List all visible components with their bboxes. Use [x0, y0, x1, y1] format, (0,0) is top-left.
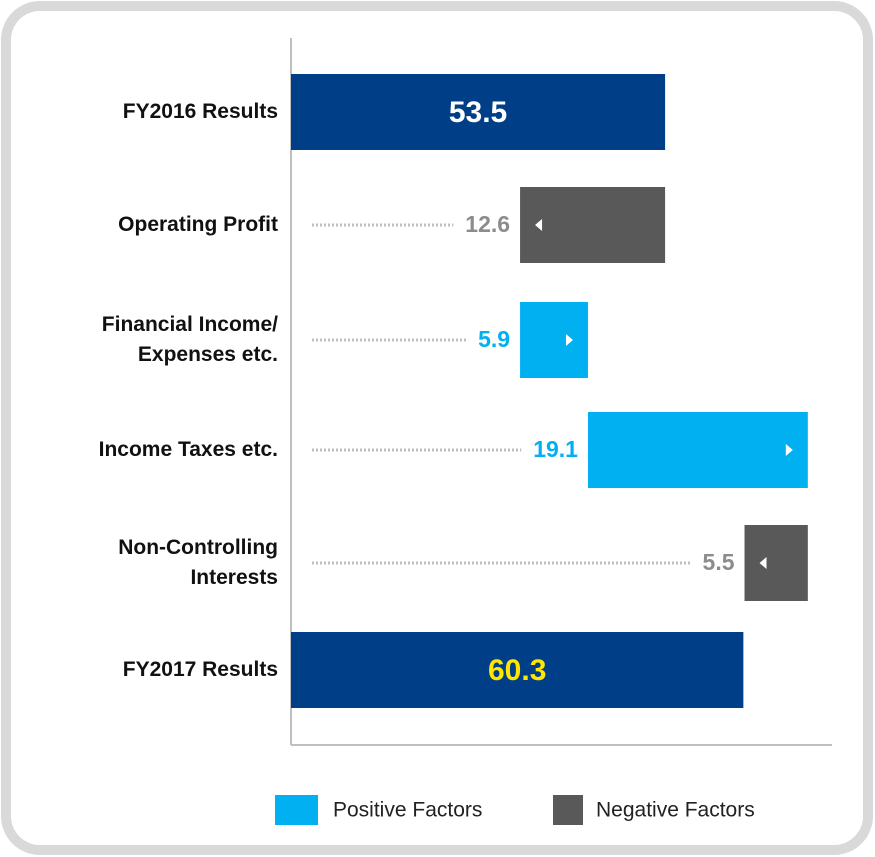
- arrow-icon: [535, 219, 543, 231]
- legend-swatch: [553, 795, 583, 825]
- factor-bar: [744, 525, 808, 601]
- arrow-icon: [785, 444, 793, 456]
- legend-label: Negative Factors: [596, 799, 755, 822]
- value-label: 19.1: [533, 436, 578, 462]
- arrow-icon: [565, 334, 573, 346]
- factor-bar: [587, 412, 808, 488]
- category-label: Non-Controlling Interests: [118, 536, 278, 589]
- factor-bar: [520, 302, 588, 378]
- value-label: 5.9: [478, 326, 510, 352]
- value-label: 53.5: [449, 96, 507, 129]
- category-label: FY2017 Results: [122, 658, 278, 681]
- total-bar: [291, 74, 666, 150]
- value-label: 60.3: [488, 654, 546, 687]
- category-label: Income Taxes etc.: [98, 438, 278, 461]
- arrow-icon: [759, 557, 767, 569]
- value-label: 5.5: [703, 549, 735, 575]
- category-label: Financial Income/ Expenses etc.: [101, 313, 278, 366]
- legend-label: Positive Factors: [333, 799, 482, 822]
- category-label: Operating Profit: [118, 213, 278, 236]
- legend-swatch: [275, 795, 318, 825]
- value-label: 12.6: [465, 211, 510, 237]
- category-label: FY2016 Results: [122, 100, 278, 123]
- total-bar: [291, 632, 744, 708]
- factor-bar: [520, 187, 666, 263]
